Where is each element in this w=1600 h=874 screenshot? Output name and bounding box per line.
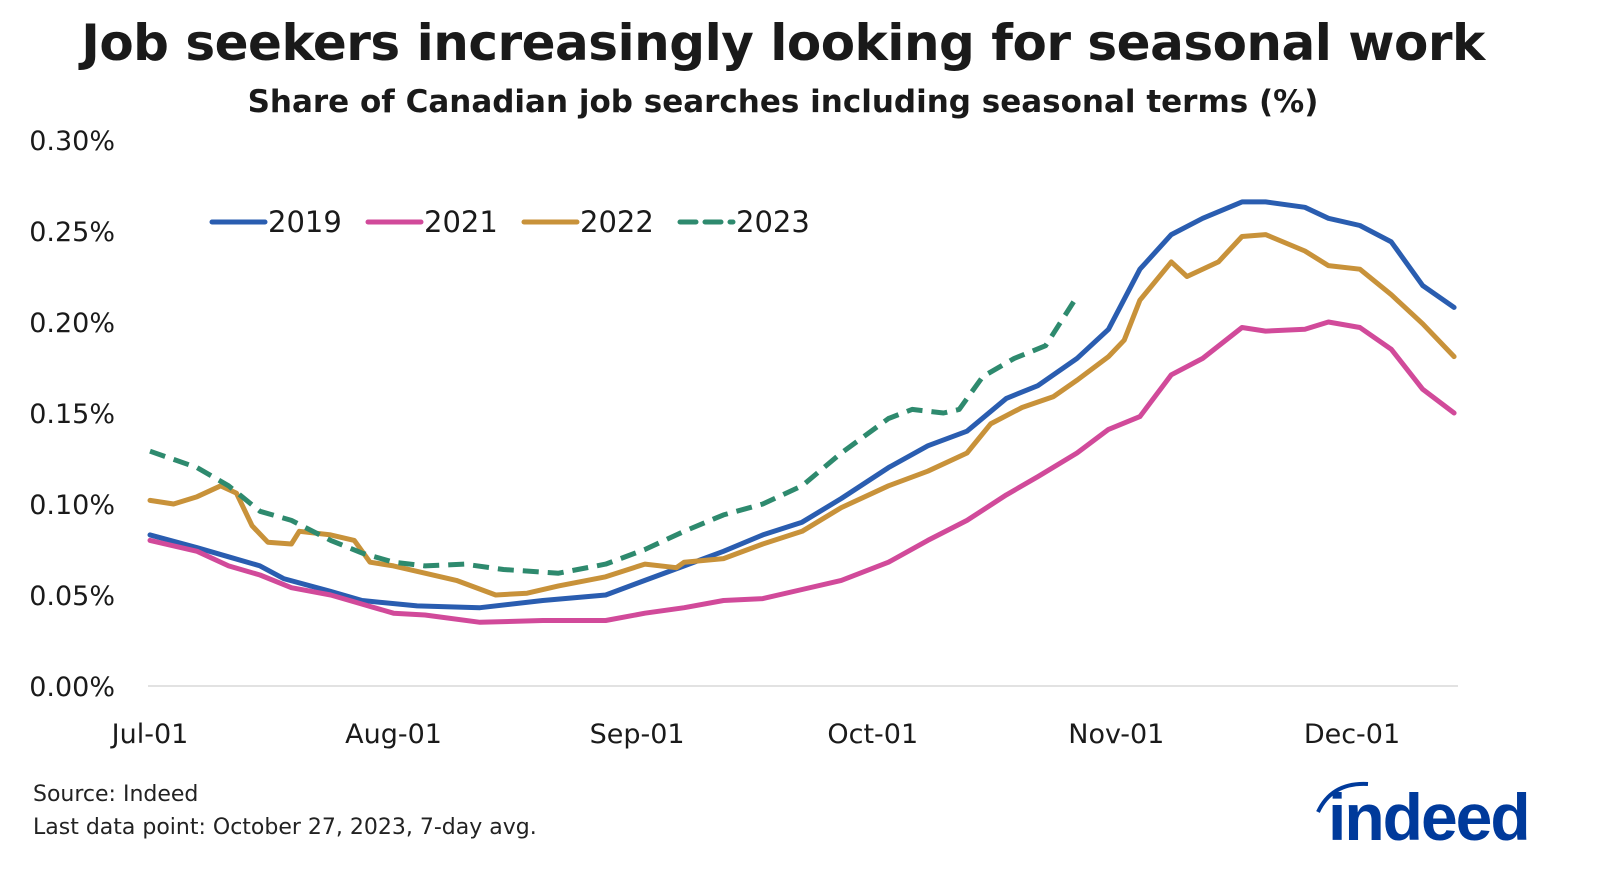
y-tick-label: 0.05% bbox=[29, 581, 115, 612]
series-line-2019 bbox=[147, 199, 1457, 611]
y-tick-label: 0.30% bbox=[29, 126, 115, 157]
x-tick-label: Jul-01 bbox=[110, 719, 189, 750]
series-line-2021 bbox=[147, 319, 1457, 625]
series-line-2023 bbox=[149, 295, 1080, 576]
legend-label: 2022 bbox=[580, 205, 654, 239]
x-tick-label: Nov-01 bbox=[1068, 719, 1164, 750]
y-tick-label: 0.00% bbox=[29, 672, 115, 703]
logo-arc bbox=[1316, 781, 1369, 813]
indeed-logo: indeed bbox=[1316, 780, 1531, 848]
x-tick-label: Sep-01 bbox=[590, 719, 685, 750]
chart-title: Job seekers increasingly looking for sea… bbox=[81, 14, 1485, 72]
source-note: Source: Indeed bbox=[33, 782, 199, 807]
series-line-2022 bbox=[147, 232, 1457, 598]
logo-text: indeed bbox=[1328, 780, 1529, 848]
chart-subtitle: Share of Canadian job searches including… bbox=[247, 84, 1319, 120]
y-tick-label: 0.10% bbox=[29, 490, 115, 521]
x-tick-label: Oct-01 bbox=[827, 719, 918, 750]
legend-label: 2021 bbox=[424, 205, 498, 239]
last-data-note: Last data point: October 27, 2023, 7-day… bbox=[33, 815, 537, 840]
x-tick-label: Dec-01 bbox=[1304, 719, 1400, 750]
y-tick-label: 0.25% bbox=[29, 217, 115, 248]
legend-label: 2019 bbox=[268, 205, 342, 239]
y-tick-label: 0.20% bbox=[29, 308, 115, 339]
legend-label: 2023 bbox=[736, 205, 810, 239]
y-tick-label: 0.15% bbox=[29, 399, 115, 430]
x-tick-label: Aug-01 bbox=[345, 719, 442, 750]
